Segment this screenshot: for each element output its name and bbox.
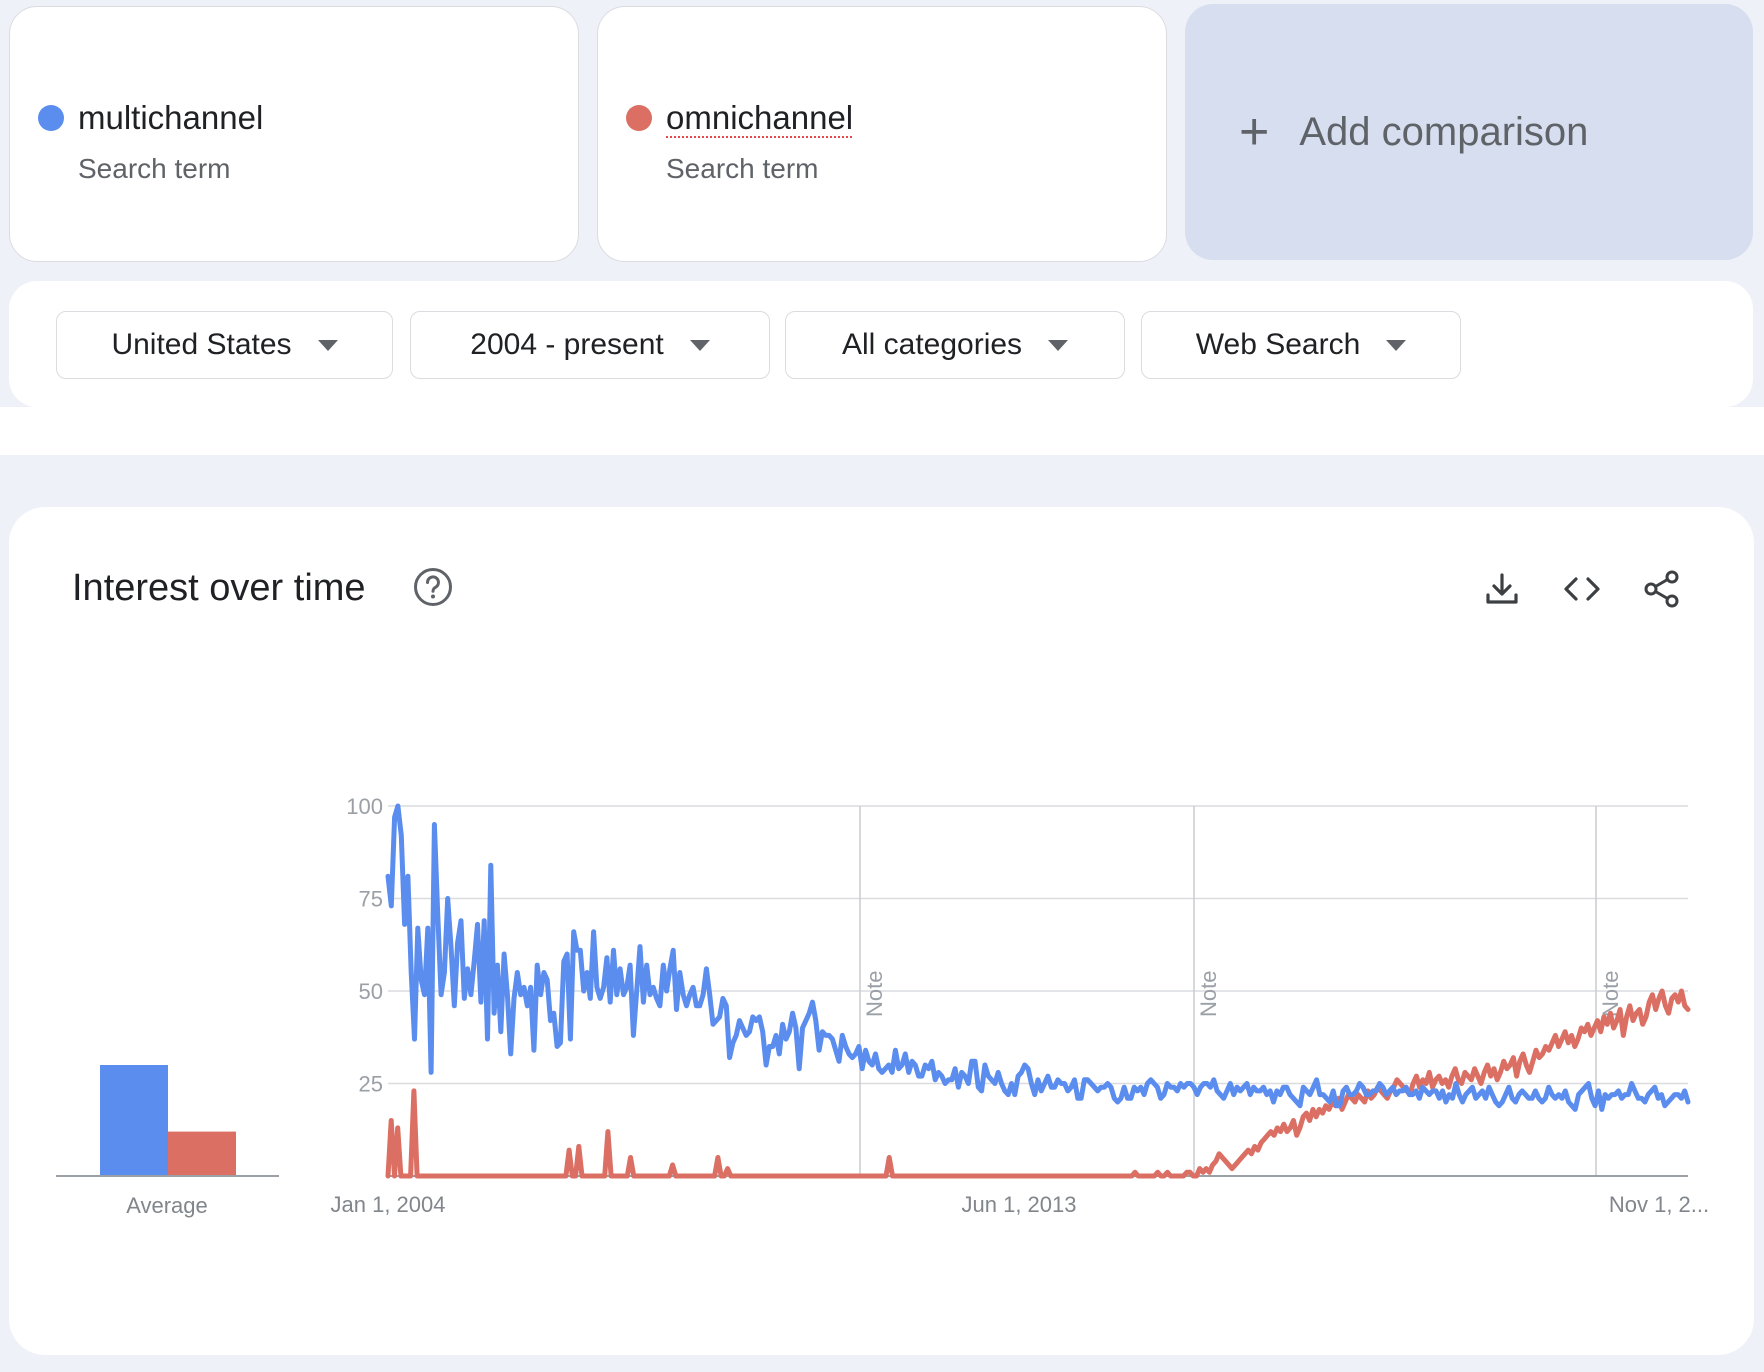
y-axis-tick-label: 50: [359, 979, 383, 1004]
x-axis-tick-label: Jun 1, 2013: [962, 1192, 1077, 1217]
series-color-dot: [38, 105, 64, 131]
y-axis-tick-label: 100: [346, 794, 383, 819]
search-term-name[interactable]: multichannel: [78, 99, 264, 136]
search-type-filter-dropdown[interactable]: Web Search: [1141, 311, 1461, 379]
filter-label: United States: [111, 328, 292, 361]
x-axis-tick-label: Jan 1, 2004: [331, 1192, 446, 1217]
series-line-omnichannel: [385, 988, 1691, 1179]
y-axis-tick-label: 25: [359, 1072, 383, 1097]
series-color-dot: [626, 105, 652, 131]
y-axis-tick-label: 75: [359, 887, 383, 912]
time-range-filter-dropdown[interactable]: 2004 - present: [410, 311, 770, 379]
section-divider: [0, 407, 1764, 455]
dropdown-arrow-icon: [1048, 339, 1069, 351]
search-term-type: Search term: [666, 153, 819, 184]
dropdown-arrow-icon: [317, 339, 338, 351]
filter-label: Web Search: [1195, 328, 1361, 361]
category-filter-dropdown[interactable]: All categories: [785, 311, 1125, 379]
average-bar-multichannel: [100, 1065, 168, 1176]
note-label: Note: [1196, 971, 1221, 1017]
filter-label: All categories: [841, 328, 1023, 361]
filter-label: 2004 - present: [470, 328, 664, 361]
chart-title: Interest over time: [72, 567, 366, 609]
search-term-card-omnichannel[interactable]: omnichannel Search term: [597, 6, 1167, 262]
average-label: Average: [126, 1193, 208, 1218]
dropdown-arrow-icon: [1386, 339, 1407, 351]
average-bar-omnichannel: [168, 1131, 236, 1176]
help-icon[interactable]: [413, 567, 453, 607]
x-axis-tick-label: Nov 1, 2...: [1609, 1192, 1709, 1217]
share-icon[interactable]: [1642, 569, 1682, 609]
embed-code-icon[interactable]: [1562, 569, 1602, 609]
search-term-row: multichannel: [38, 99, 263, 137]
search-term-name[interactable]: omnichannel: [666, 99, 854, 136]
add-comparison-button[interactable]: + Add comparison: [1185, 4, 1753, 260]
search-term-card-multichannel[interactable]: multichannel Search term: [9, 6, 579, 262]
series-line-multichannel: [385, 803, 1691, 1112]
plus-icon: +: [1239, 103, 1270, 161]
search-term-row: omnichannel: [626, 99, 853, 137]
note-label: Note: [862, 971, 887, 1017]
add-comparison-label: Add comparison: [1299, 109, 1589, 154]
filter-bar: United States 2004 - present All categor…: [9, 281, 1753, 407]
download-icon[interactable]: [1482, 569, 1522, 609]
interest-over-time-card: Interest over time 25 50 75 100 Note Note Note…: [9, 507, 1754, 1355]
search-term-type: Search term: [78, 153, 231, 184]
dropdown-arrow-icon: [689, 339, 710, 351]
region-filter-dropdown[interactable]: United States: [56, 311, 393, 379]
